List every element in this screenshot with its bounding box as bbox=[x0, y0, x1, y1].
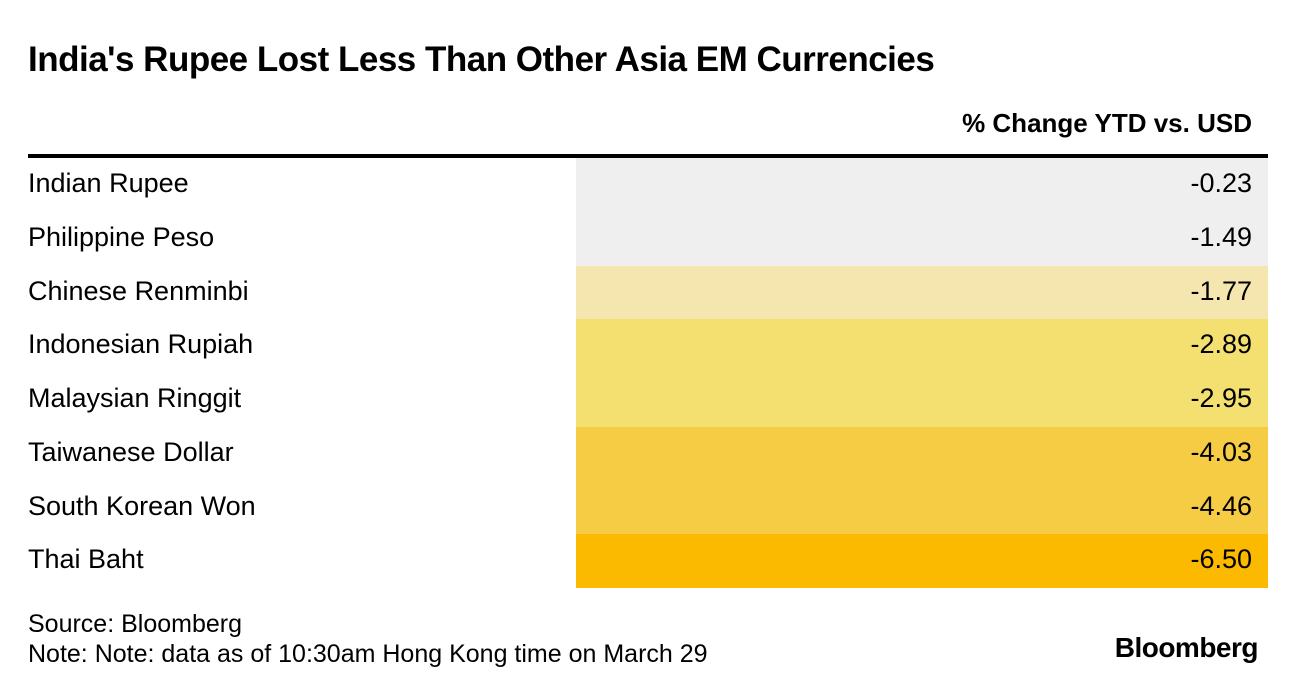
currency-label: Chinese Renminbi bbox=[28, 275, 249, 306]
pct-change-value: -1.77 bbox=[1190, 275, 1252, 306]
value-cell: -6.50 bbox=[576, 534, 1268, 588]
column-header-pct-change: % Change YTD vs. USD bbox=[962, 108, 1252, 138]
note-text: Note: Note: data as of 10:30am Hong Kong… bbox=[28, 640, 708, 668]
value-cell: -4.46 bbox=[576, 480, 1268, 535]
pct-change-value: -2.89 bbox=[1190, 329, 1252, 360]
table-row: Indonesian Rupiah -2.89 bbox=[28, 319, 1268, 373]
header-rule bbox=[28, 154, 1268, 158]
value-cell: -1.49 bbox=[576, 211, 1268, 266]
pct-change-value: -0.23 bbox=[1190, 168, 1252, 198]
table-body: Indian Rupee -0.23 Philippine Peso -1.49 Chi… bbox=[28, 158, 1268, 588]
table-row: South Korean Won -4.46 bbox=[28, 480, 1268, 535]
pct-change-value: -4.46 bbox=[1190, 490, 1252, 521]
chart-title: India's Rupee Lost Less Than Other Asia … bbox=[28, 40, 935, 79]
table-row: Philippine Peso -1.49 bbox=[28, 211, 1268, 266]
currency-label: Malaysian Ringgit bbox=[28, 383, 242, 413]
pct-change-value: -6.50 bbox=[1190, 544, 1252, 575]
table-row: Thai Baht -6.50 bbox=[28, 534, 1268, 588]
table-row: Chinese Renminbi -1.77 bbox=[28, 265, 1268, 320]
table-row: Indian Rupee -0.23 bbox=[28, 158, 1268, 212]
table-row: Malaysian Ringgit -2.95 bbox=[28, 373, 1268, 427]
pct-change-value: -2.95 bbox=[1190, 383, 1252, 413]
bloomberg-logo: Bloomberg bbox=[1114, 632, 1259, 663]
currency-label: Thai Baht bbox=[28, 544, 144, 575]
value-cell: -0.23 bbox=[576, 158, 1268, 212]
currency-label: South Korean Won bbox=[28, 490, 256, 521]
table-row: Taiwanese Dollar -4.03 bbox=[28, 426, 1268, 481]
value-cell: -2.89 bbox=[576, 319, 1268, 373]
currency-label: Taiwanese Dollar bbox=[28, 436, 234, 467]
source-text: Source: Bloomberg bbox=[28, 610, 243, 638]
pct-change-value: -1.49 bbox=[1190, 221, 1252, 252]
value-cell: -2.95 bbox=[576, 373, 1268, 427]
value-cell: -1.77 bbox=[576, 265, 1268, 320]
pct-change-value: -4.03 bbox=[1190, 436, 1252, 467]
currency-label: Indian Rupee bbox=[28, 168, 189, 198]
currency-label: Philippine Peso bbox=[28, 221, 215, 252]
value-cell: -4.03 bbox=[576, 426, 1268, 481]
currency-label: Indonesian Rupiah bbox=[28, 329, 254, 360]
